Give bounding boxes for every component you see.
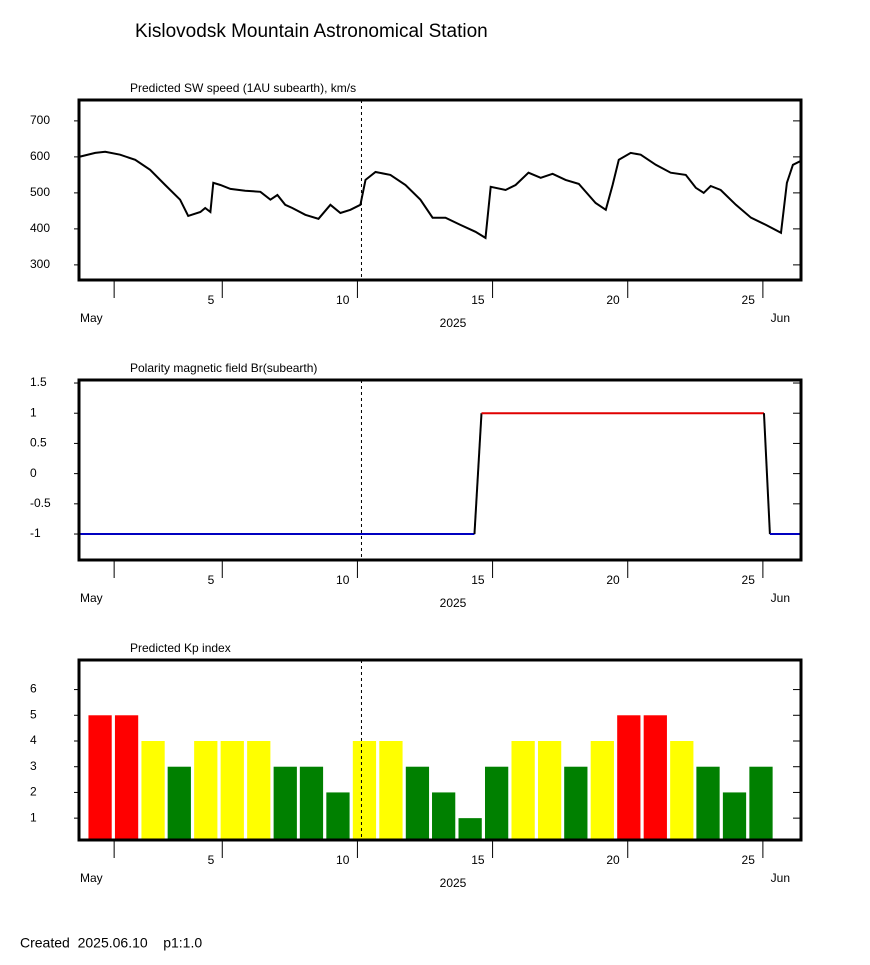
month-label: Jun [771,311,790,325]
bar [458,818,482,840]
y-tick-label: 4 [30,733,37,747]
y-tick-label: 0 [30,466,37,480]
y-tick-label: 1 [30,810,37,824]
x-tick-label: 15 [471,293,485,307]
bar [114,715,139,840]
x-tick-label: 10 [336,853,350,867]
x-tick-label: 25 [742,573,756,587]
bar [564,766,588,840]
month-label: Jun [771,871,790,885]
month-label: May [80,871,103,885]
x-tick-label: 25 [742,853,756,867]
bar [273,766,297,840]
plot-frame [77,378,803,562]
bar [696,766,720,840]
bar [749,766,773,840]
bar [617,715,641,840]
y-tick-label: 1.5 [30,375,47,389]
x-tick-label: 20 [606,573,620,587]
x-tick-label: 5 [208,853,215,867]
y-tick-label: -1 [30,526,41,540]
y-tick-label: 0.5 [30,436,47,450]
bar [537,741,562,840]
x-tick-label: 15 [471,853,485,867]
line [78,150,802,240]
bar [88,715,112,840]
bar [432,792,456,840]
y-tick-label: 700 [30,113,50,127]
y-tick-label: 600 [30,149,50,163]
bar [299,766,324,840]
y-tick-label: 300 [30,257,50,271]
y-tick-label: 3 [30,759,37,773]
bar [670,741,694,840]
x-tick-label: 5 [208,293,215,307]
plot-frame [77,98,803,282]
bar [405,766,430,840]
bar [326,792,350,840]
y-tick-label: 5 [30,707,37,721]
chart-title: Polarity magnetic field Br(subearth) [130,361,317,375]
bar [220,741,244,840]
chart-title: Predicted Kp index [130,641,231,655]
x-tick-label: 10 [336,293,350,307]
bar [352,741,377,840]
bar [643,715,667,840]
bar [194,741,218,840]
x-axis-label: 2025 [440,316,467,330]
y-tick-label: 500 [30,185,50,199]
bar [167,766,191,840]
x-tick-label: 10 [336,573,350,587]
y-tick-label: 2 [30,785,37,799]
y-tick-label: 400 [30,221,50,235]
chart-title: Predicted SW speed (1AU subearth), km/s [130,81,356,95]
plot-frame [77,658,803,842]
month-label: May [80,591,103,605]
x-tick-label: 20 [606,293,620,307]
line-segment [473,413,483,535]
month-label: Jun [771,591,790,605]
x-axis-label: 2025 [440,876,467,890]
bar [484,766,509,840]
y-tick-label: 6 [30,682,37,696]
y-tick-label: 1 [30,405,37,419]
y-tick-label: -0.5 [30,496,51,510]
bar [590,741,614,840]
x-tick-label: 5 [208,573,215,587]
footer: Created 2025.06.10 p1:1.0 [20,935,202,951]
bar [247,741,271,840]
bar [141,741,165,840]
bar [722,792,747,840]
line-segment [762,413,771,535]
bar [379,741,403,840]
x-axis-label: 2025 [440,596,467,610]
x-tick-label: 25 [742,293,756,307]
x-tick-label: 15 [471,573,485,587]
x-tick-label: 20 [606,853,620,867]
page-title: Kislovodsk Mountain Astronomical Station [135,21,488,42]
bar [511,741,535,840]
month-label: May [80,311,103,325]
